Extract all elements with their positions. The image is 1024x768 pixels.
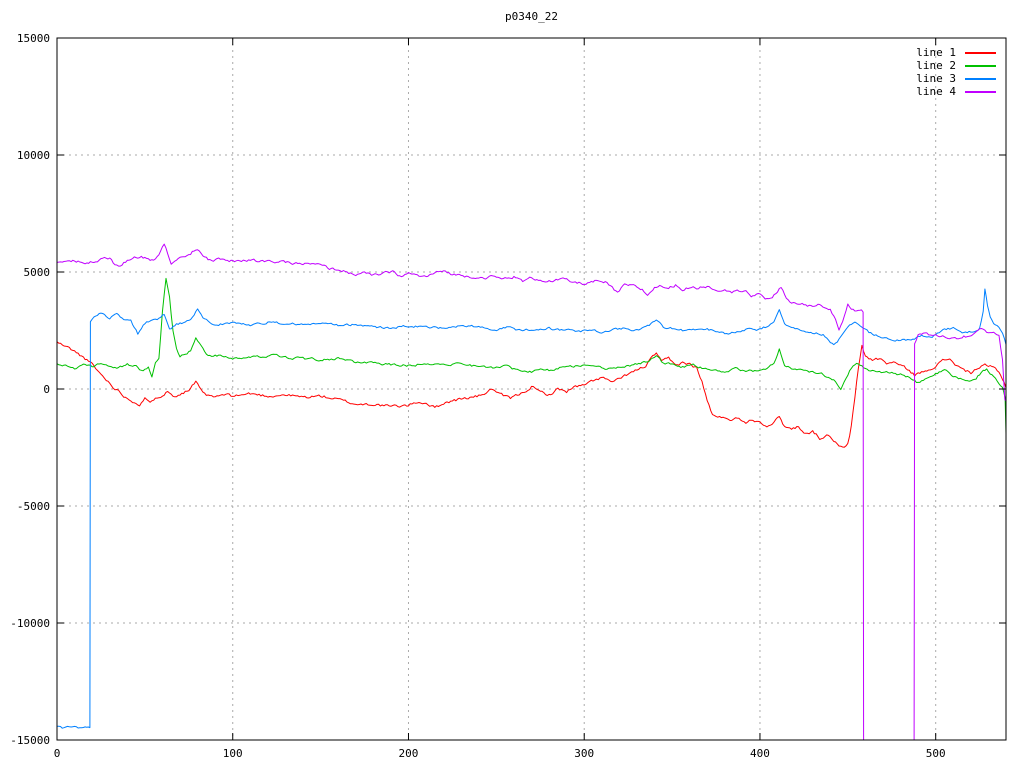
legend-swatch-line-3	[965, 77, 996, 80]
chart-title: p0340_22	[505, 10, 558, 23]
y-tick-label: 10000	[17, 149, 50, 162]
y-tick-label: -15000	[10, 734, 50, 747]
x-tick-label: 0	[54, 747, 61, 760]
legend-swatch-line-4	[965, 90, 996, 93]
series-line-2	[56, 277, 1007, 434]
series-line-3	[56, 288, 1007, 729]
y-tick-label: 0	[43, 383, 50, 396]
plot-border	[56, 37, 1007, 741]
legend-label: line 3	[916, 72, 956, 85]
y-tick-label: -10000	[10, 617, 50, 630]
series-line-4	[56, 243, 1007, 741]
x-tick-label: 100	[223, 747, 243, 760]
legend-label: line 4	[916, 85, 956, 98]
series-line-1	[56, 341, 1007, 448]
legend-item: line 3	[916, 72, 996, 85]
x-tick-label: 500	[926, 747, 946, 760]
legend-item: line 1	[916, 46, 996, 59]
legend-item: line 2	[916, 59, 996, 72]
y-tick-label: -5000	[17, 500, 50, 513]
legend-label: line 2	[916, 59, 956, 72]
y-tick-label: 15000	[17, 32, 50, 45]
x-tick-label: 300	[574, 747, 594, 760]
y-tick-label: 5000	[24, 266, 51, 279]
legend-label: line 1	[916, 46, 956, 59]
x-tick-label: 400	[750, 747, 770, 760]
legend-swatch-line-1	[965, 51, 996, 54]
x-tick-label: 200	[399, 747, 419, 760]
legend-item: line 4	[916, 85, 996, 98]
legend-swatch-line-2	[965, 64, 996, 67]
legend: line 1 line 2 line 3 line 4	[916, 46, 996, 98]
